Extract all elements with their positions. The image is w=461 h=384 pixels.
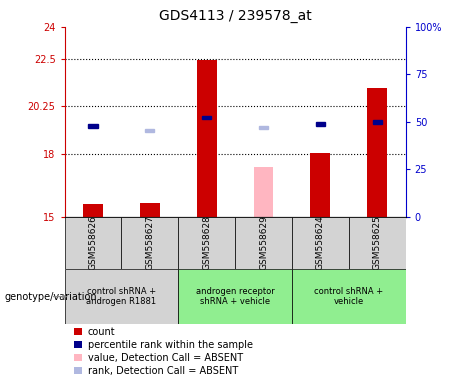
Bar bbox=[367, 88, 387, 217]
Bar bbox=[197, 60, 217, 217]
Text: GSM558627: GSM558627 bbox=[145, 215, 154, 270]
Text: rank, Detection Call = ABSENT: rank, Detection Call = ABSENT bbox=[88, 366, 238, 376]
Bar bbox=[310, 152, 331, 217]
Bar bbox=[292, 269, 406, 324]
Text: GSM558629: GSM558629 bbox=[259, 215, 268, 270]
Text: GSM558628: GSM558628 bbox=[202, 215, 211, 270]
Text: percentile rank within the sample: percentile rank within the sample bbox=[88, 340, 253, 350]
Bar bbox=[316, 122, 325, 126]
Bar bbox=[259, 126, 268, 129]
Bar bbox=[235, 217, 292, 269]
Bar bbox=[83, 204, 103, 217]
Text: GSM558626: GSM558626 bbox=[89, 215, 97, 270]
Bar bbox=[178, 269, 292, 324]
Bar bbox=[140, 203, 160, 217]
Bar bbox=[372, 120, 382, 124]
Bar bbox=[65, 269, 178, 324]
Text: GSM558624: GSM558624 bbox=[316, 215, 325, 270]
Bar bbox=[254, 167, 273, 217]
Title: GDS4113 / 239578_at: GDS4113 / 239578_at bbox=[159, 9, 312, 23]
Bar bbox=[349, 217, 406, 269]
Text: control shRNA +
androgen R1881: control shRNA + androgen R1881 bbox=[86, 287, 156, 306]
Bar bbox=[140, 204, 160, 217]
Bar bbox=[65, 217, 121, 269]
Text: androgen receptor
shRNA + vehicle: androgen receptor shRNA + vehicle bbox=[196, 287, 274, 306]
Text: control shRNA +
vehicle: control shRNA + vehicle bbox=[314, 287, 384, 306]
Text: count: count bbox=[88, 327, 115, 337]
Bar bbox=[121, 217, 178, 269]
Text: GSM558625: GSM558625 bbox=[373, 215, 382, 270]
Bar bbox=[202, 116, 211, 119]
Bar bbox=[292, 217, 349, 269]
Bar bbox=[89, 124, 98, 128]
Text: value, Detection Call = ABSENT: value, Detection Call = ABSENT bbox=[88, 353, 242, 363]
Bar bbox=[178, 217, 235, 269]
Bar bbox=[145, 129, 154, 132]
Text: genotype/variation: genotype/variation bbox=[5, 291, 97, 302]
